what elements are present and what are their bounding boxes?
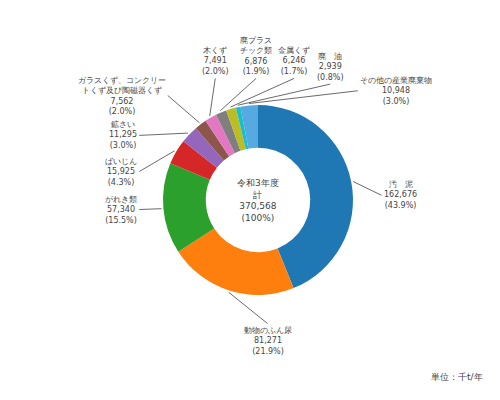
svg-text:鉱さい11,295(3.0%): 鉱さい11,295(3.0%)	[109, 120, 137, 150]
svg-text:木くず7,491(2.0%): 木くず7,491(2.0%)	[202, 46, 229, 76]
svg-text:金属くず6,246(1.7%): 金属くず6,246(1.7%)	[278, 46, 310, 76]
svg-text:汚 泥162,676(43.9%): 汚 泥162,676(43.9%)	[384, 180, 417, 210]
svg-text:動物のふん尿81,271(21.9%): 動物のふん尿81,271(21.9%)	[244, 326, 292, 356]
svg-text:令和3年度計370,568(100%): 令和3年度計370,568(100%)	[237, 178, 279, 223]
svg-text:がれき類57,340(15.5%): がれき類57,340(15.5%)	[105, 195, 137, 225]
svg-text:ばいじん15,925(4.3%): ばいじん15,925(4.3%)	[105, 157, 137, 187]
svg-text:廃プラスチック類6,876(1.9%): 廃プラスチック類6,876(1.9%)	[240, 36, 272, 76]
svg-text:その他の産業廃棄物10,948(3.0%): その他の産業廃棄物10,948(3.0%)	[360, 76, 432, 106]
svg-text:廃 油2,939(0.8%): 廃 油2,939(0.8%)	[317, 52, 344, 82]
svg-text:ガラスくず、コンクリートくず及び陶磁器くず7,562(2.0: ガラスくず、コンクリートくず及び陶磁器くず7,562(2.0%)	[78, 76, 166, 116]
svg-text:単位：千t/年: 単位：千t/年	[431, 372, 483, 382]
